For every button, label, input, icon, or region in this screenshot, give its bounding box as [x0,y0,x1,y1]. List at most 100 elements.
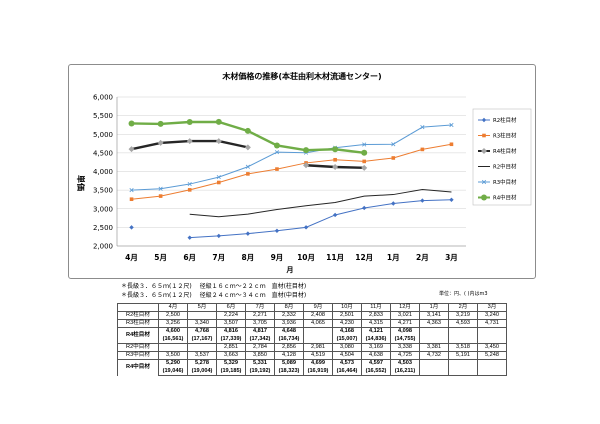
data-point [333,157,337,162]
volume-cell [303,335,333,344]
volume-cell [419,367,449,376]
volume-cell: (16,734) [274,335,304,344]
table-cell: 4,593 [448,319,478,328]
data-point [361,149,368,156]
volume-cell: (18,323) [274,367,304,376]
table-volume-row: (19,046) (19,004) (19,185) (19,192) (18,323)… [118,367,507,376]
table-cell: 4,817 [245,327,275,336]
volume-cell: (17,167) [187,335,217,344]
x-axis-label: 月 [286,266,294,274]
table-cell: 4,768 [187,327,217,336]
volume-cell: (15,007) [332,335,362,344]
table-cell: 4,573 [332,359,362,368]
data-point [128,120,135,127]
table-cell: 5,331 [245,359,275,368]
table-cell: 3,021 [390,311,420,320]
data-point [186,118,193,125]
y-tick-label: 5,000 [93,131,113,139]
table-row: R4柱目材 4,600 4,768 4,816 4,817 4,648 4,168 4,121… [117,327,507,344]
table-cell: 3,381 [419,343,449,352]
series-R2柱目材 [129,197,454,240]
row-label: R3柱目材 [117,319,159,328]
table-header-cell: 9月 [303,303,333,312]
data-point [481,179,487,185]
data-point [303,147,310,154]
note-pillar-spec: ＊長級３．６５ｍ(１２尺) 径級１６ｃｍ～２２ｃｍ 直材(柱目材) [121,283,307,290]
table-cell: 4,121 [361,327,391,336]
table-header-cell: 1月 [419,303,449,312]
table-cell: 3,450 [477,343,507,352]
data-point [362,205,367,211]
data-point [449,142,454,147]
unit-note: 単位：円、( )内はm3 [439,291,488,297]
chart-frame: 木材価格の推移(本荘由利木材流通センター) 2,000 2,500 3,000 3,5… [68,64,536,279]
table-cell [419,327,449,336]
legend-item: R2中目材 [478,163,517,171]
volume-cell [477,335,507,344]
price-table: 4月 5月 6月 7月 8月 9月 10月 11月 12月 1月 2月 3月 R2柱目材 2,500 2,2… [117,303,507,376]
table-cell: 3,663 [216,351,246,360]
table-cell: 3,705 [245,319,275,328]
volume-cell [448,335,478,344]
volume-cell: (16,919) [303,367,333,376]
data-point [420,125,425,130]
series-R3柱目材 [129,142,454,202]
x-tick-label: 6月 [183,253,196,262]
data-point [216,180,221,185]
data-point [128,146,135,153]
table-cell: 2,224 [216,311,246,320]
x-tick-label: 11月 [326,253,344,262]
data-point [216,233,221,239]
table-header-cell: 7月 [245,303,275,312]
table-cell: 3,219 [448,311,478,320]
table-cell: 5,290 [158,359,188,368]
table-cell: 4,519 [303,351,333,360]
data-point [303,162,310,169]
table-header-cell: 2月 [448,303,478,312]
table-cell [477,359,507,368]
legend-item: R2柱目材 [478,116,517,124]
data-point [158,194,163,198]
volume-cell: (17,339) [216,335,246,344]
data-point [420,198,425,203]
table-cell: 4,503 [390,359,420,368]
volume-cell: (19,004) [187,367,217,376]
table-cell: 3,340 [187,319,217,328]
series-line [131,143,452,200]
data-point [158,186,163,191]
data-point [273,142,280,149]
x-tick-label: 9月 [271,253,284,262]
x-tick-label: 10月 [297,253,315,262]
legend-label: R3中目材 [493,178,517,186]
note-medium-spec: ＊長級３．６５ｍ(１２尺) 径級２４ｃｍ～３４ｃｍ 直材(中目材) [121,292,307,299]
line-chart: 木材価格の推移(本荘由利木材流通センター) 2,000 2,500 3,000 3,5… [76,71,532,274]
legend-label: R3柱目材 [493,132,517,140]
table-cell: 5,191 [448,351,478,360]
table-cell: 4,731 [477,319,507,328]
legend-item: R3中目材 [478,178,517,186]
series-R2中目材 [189,188,452,218]
volume-cell: (16,464) [332,367,362,376]
y-tick-label: 2,000 [93,243,113,251]
table-cell: 3,338 [390,343,420,352]
volume-cell: (14,836) [361,335,391,344]
data-point [481,117,487,123]
table-cell: 5,248 [477,351,507,360]
data-point [129,225,134,230]
volume-cell: (19,046) [158,367,188,376]
table-header-cell: 4月 [158,303,188,312]
data-point [157,120,164,127]
table-cell: 3,936 [274,319,304,328]
volume-cell: (19,192) [245,367,275,376]
row-label: R3中目材 [117,351,159,360]
volume-cell: (16,552) [361,367,391,376]
series-lines [128,118,454,240]
series-R3中目材 [129,122,454,193]
x-tick-label: 2月 [416,253,429,262]
table-cell: 4,271 [390,319,420,328]
data-point [187,235,192,240]
x-tick-label: 3月 [445,253,458,262]
table-header-cell: 3月 [477,303,507,312]
table-cell: 4,597 [361,359,391,368]
row-label: R4柱目材 [117,327,159,344]
